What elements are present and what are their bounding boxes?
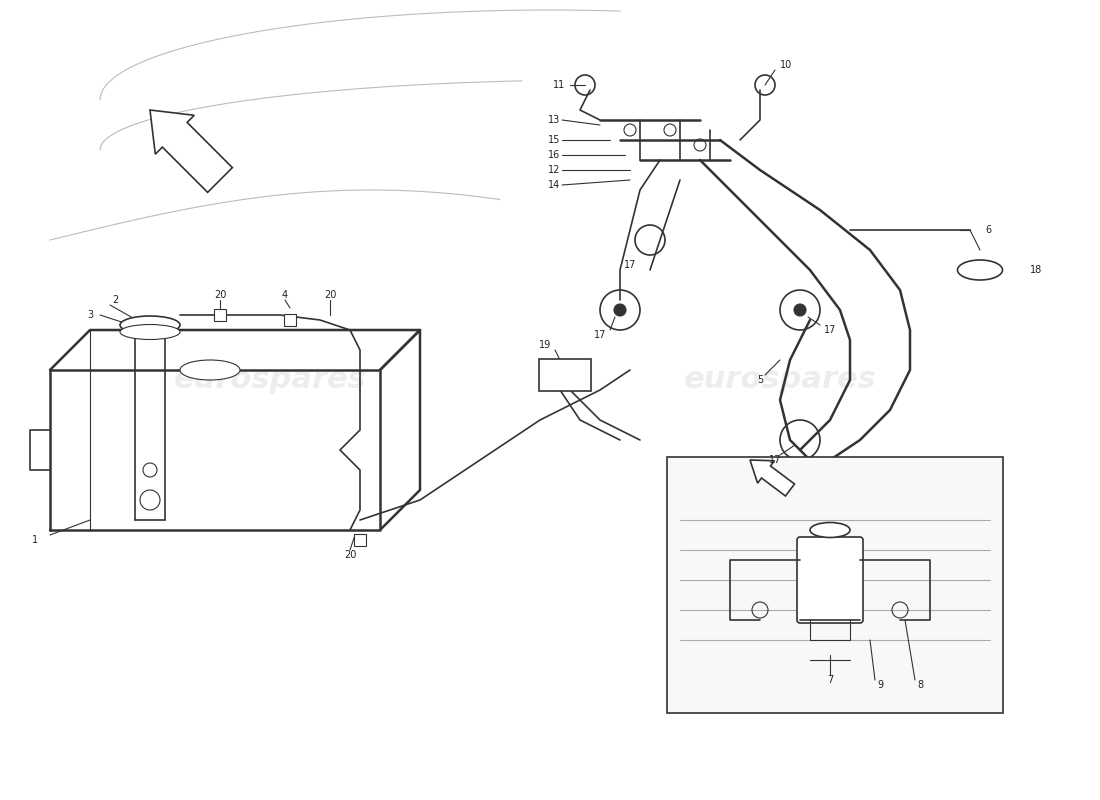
Text: 9: 9 [877, 680, 883, 690]
Text: 13: 13 [548, 115, 560, 125]
Ellipse shape [957, 260, 1002, 280]
Text: 16: 16 [548, 150, 560, 160]
FancyBboxPatch shape [354, 534, 366, 546]
FancyBboxPatch shape [667, 457, 1003, 713]
Text: 8: 8 [917, 680, 923, 690]
Text: 12: 12 [548, 165, 560, 175]
FancyArrow shape [750, 460, 794, 496]
Ellipse shape [180, 360, 240, 380]
Text: 11: 11 [552, 80, 565, 90]
Text: 7: 7 [827, 675, 833, 685]
Text: 20: 20 [213, 290, 227, 300]
Text: 10: 10 [780, 60, 792, 70]
Text: 14: 14 [548, 180, 560, 190]
Text: 6: 6 [984, 225, 991, 235]
FancyBboxPatch shape [284, 314, 296, 326]
Text: 20: 20 [344, 550, 356, 560]
FancyBboxPatch shape [798, 537, 864, 623]
FancyArrow shape [150, 110, 232, 192]
Text: eurospares: eurospares [683, 366, 877, 394]
Circle shape [614, 304, 626, 316]
Ellipse shape [120, 325, 180, 339]
Text: 4: 4 [282, 290, 288, 300]
Text: 17: 17 [624, 260, 636, 270]
Ellipse shape [810, 522, 850, 538]
Text: 17: 17 [824, 325, 836, 335]
FancyBboxPatch shape [214, 309, 225, 321]
FancyBboxPatch shape [539, 359, 591, 391]
Text: eurospares: eurospares [174, 366, 366, 394]
Text: 17: 17 [594, 330, 606, 340]
Text: 20: 20 [323, 290, 337, 300]
Text: 5: 5 [757, 375, 763, 385]
Text: 2: 2 [112, 295, 118, 305]
Text: 3: 3 [87, 310, 94, 320]
Circle shape [794, 304, 806, 316]
Text: 1: 1 [32, 535, 39, 545]
Ellipse shape [120, 316, 180, 334]
Text: 15: 15 [548, 135, 560, 145]
Text: 19: 19 [539, 340, 551, 350]
Text: 17: 17 [769, 455, 781, 465]
Text: 18: 18 [1030, 265, 1043, 275]
